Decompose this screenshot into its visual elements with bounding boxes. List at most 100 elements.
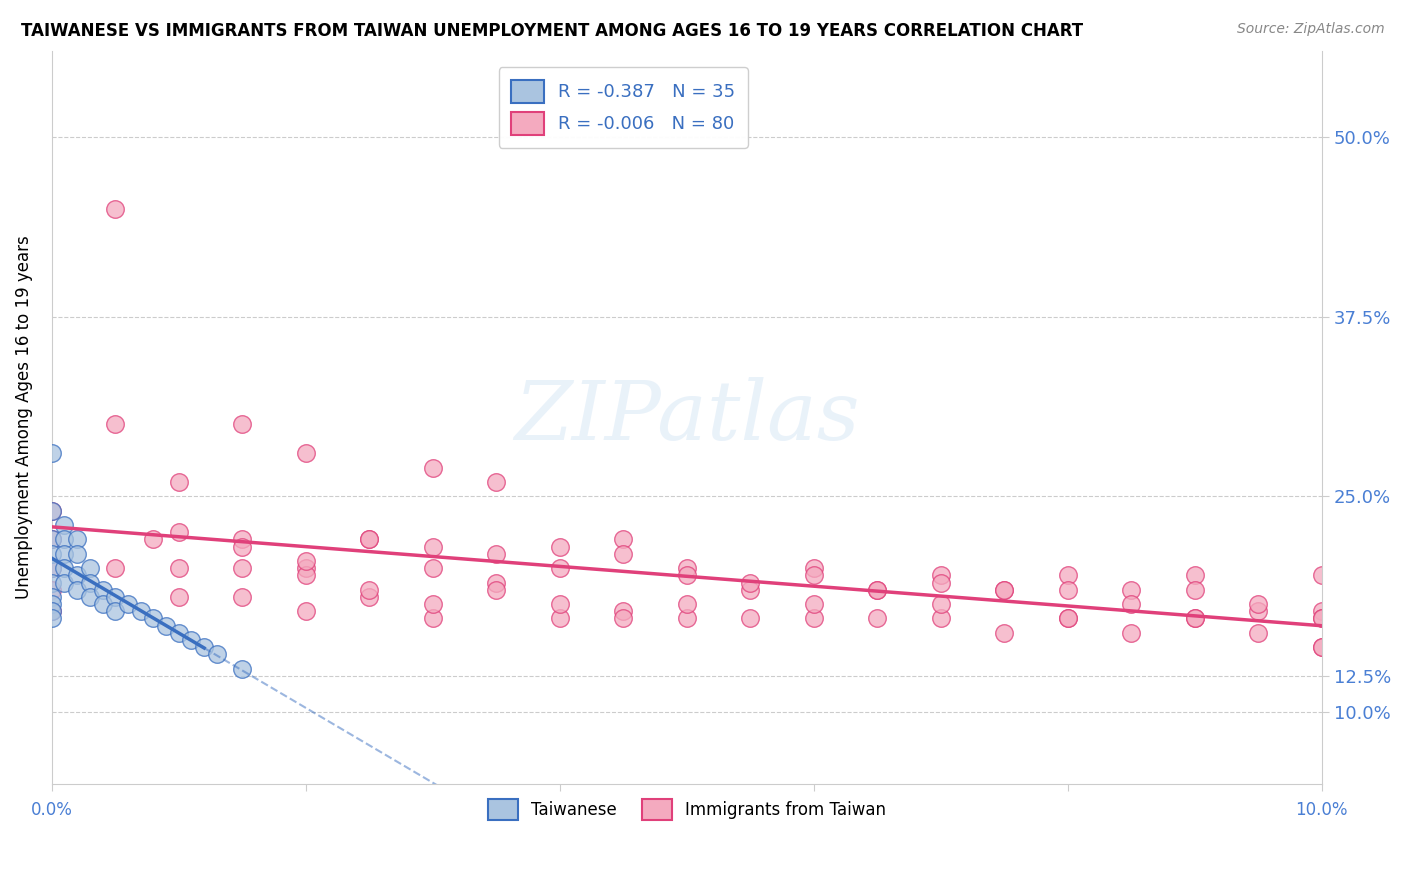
Point <box>359 582 381 597</box>
Point <box>41 503 63 517</box>
Point <box>866 582 889 597</box>
Point <box>1184 611 1206 625</box>
Text: Source: ZipAtlas.com: Source: ZipAtlas.com <box>1237 22 1385 37</box>
Point <box>740 582 762 597</box>
Point <box>167 475 190 489</box>
Point <box>41 561 63 575</box>
Legend: Taiwanese, Immigrants from Taiwan: Taiwanese, Immigrants from Taiwan <box>481 792 893 827</box>
Point <box>485 547 508 561</box>
Point <box>1247 597 1270 611</box>
Point <box>1310 604 1333 618</box>
Point <box>993 582 1015 597</box>
Text: 0.0%: 0.0% <box>31 801 73 819</box>
Point <box>1247 625 1270 640</box>
Point <box>142 533 165 547</box>
Point <box>1310 640 1333 655</box>
Point <box>91 597 114 611</box>
Point <box>1121 625 1143 640</box>
Y-axis label: Unemployment Among Ages 16 to 19 years: Unemployment Among Ages 16 to 19 years <box>15 235 32 599</box>
Point <box>53 561 76 575</box>
Point <box>548 597 571 611</box>
Point <box>1056 568 1078 582</box>
Point <box>104 202 127 216</box>
Point <box>294 604 316 618</box>
Point <box>231 561 253 575</box>
Point <box>41 597 63 611</box>
Point <box>803 568 825 582</box>
Point <box>422 540 444 554</box>
Point <box>66 547 89 561</box>
Point <box>129 604 152 618</box>
Point <box>167 590 190 604</box>
Point <box>41 503 63 517</box>
Point <box>180 632 202 647</box>
Point <box>41 604 63 618</box>
Point <box>1184 611 1206 625</box>
Point <box>104 604 127 618</box>
Text: 10.0%: 10.0% <box>1295 801 1348 819</box>
Point <box>675 611 697 625</box>
Point <box>231 662 253 676</box>
Point <box>1310 611 1333 625</box>
Point <box>41 575 63 590</box>
Point <box>929 611 952 625</box>
Point <box>1310 611 1333 625</box>
Point <box>41 604 63 618</box>
Point <box>422 460 444 475</box>
Point <box>548 561 571 575</box>
Point <box>740 611 762 625</box>
Point <box>41 533 63 547</box>
Point <box>1121 582 1143 597</box>
Point <box>1247 604 1270 618</box>
Point <box>41 547 63 561</box>
Point <box>231 533 253 547</box>
Point <box>1310 640 1333 655</box>
Point <box>41 446 63 460</box>
Point <box>66 533 89 547</box>
Point <box>231 540 253 554</box>
Point <box>485 582 508 597</box>
Point <box>612 611 634 625</box>
Point <box>803 611 825 625</box>
Point <box>929 568 952 582</box>
Point <box>359 533 381 547</box>
Point <box>142 611 165 625</box>
Point <box>53 547 76 561</box>
Point <box>41 561 63 575</box>
Point <box>1056 611 1078 625</box>
Point <box>422 561 444 575</box>
Point <box>104 561 127 575</box>
Point <box>740 575 762 590</box>
Point <box>929 597 952 611</box>
Point <box>485 475 508 489</box>
Point <box>231 417 253 432</box>
Point <box>231 590 253 604</box>
Point <box>79 575 101 590</box>
Point <box>1056 582 1078 597</box>
Point <box>66 568 89 582</box>
Point <box>155 618 177 632</box>
Point <box>993 582 1015 597</box>
Point <box>117 597 139 611</box>
Point <box>53 575 76 590</box>
Point <box>41 582 63 597</box>
Point <box>548 540 571 554</box>
Point <box>41 533 63 547</box>
Point <box>294 446 316 460</box>
Point <box>167 561 190 575</box>
Point <box>612 547 634 561</box>
Point <box>548 611 571 625</box>
Point <box>1184 582 1206 597</box>
Point <box>167 625 190 640</box>
Point <box>675 597 697 611</box>
Point <box>359 533 381 547</box>
Point <box>167 525 190 540</box>
Point <box>53 518 76 533</box>
Point <box>485 575 508 590</box>
Point <box>803 597 825 611</box>
Point <box>422 597 444 611</box>
Point <box>104 590 127 604</box>
Point <box>422 611 444 625</box>
Point <box>41 590 63 604</box>
Point <box>929 575 952 590</box>
